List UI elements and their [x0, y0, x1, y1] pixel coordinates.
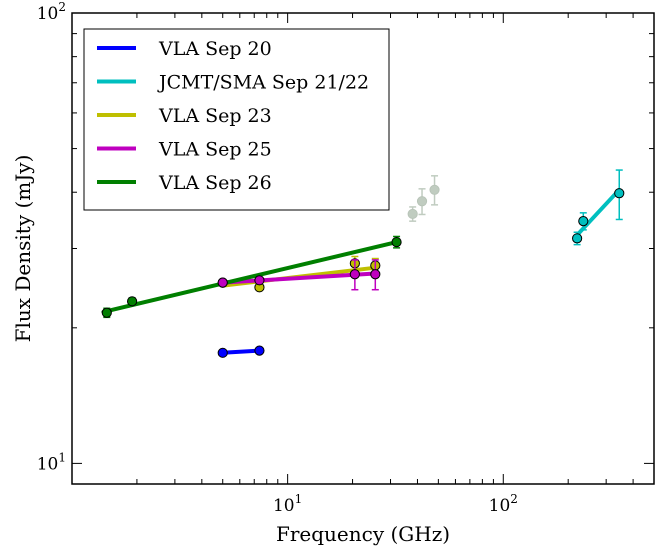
data-point [578, 216, 589, 227]
data-point [614, 188, 625, 199]
fit-lines [101, 187, 622, 355]
legend-label: VLA Sep 26 [158, 172, 272, 194]
data-point [254, 345, 265, 356]
legend-label: JCMT/SMA Sep 21/22 [157, 72, 369, 94]
faint-data-point [407, 208, 418, 220]
data-point [217, 347, 228, 358]
data-point [217, 277, 228, 288]
faint-data-point [416, 196, 428, 207]
fit-line [101, 240, 399, 314]
data-point [101, 307, 112, 318]
y-axis-label: Flux Density (mJy) [11, 155, 35, 343]
x-tick-label: 102 [489, 492, 518, 516]
legend-label: VLA Sep 25 [158, 139, 272, 161]
legend-label: VLA Sep 20 [158, 38, 272, 60]
data-point [127, 296, 138, 307]
data-point [391, 236, 402, 248]
axis-ticks: 101 102 101 102 [37, 0, 655, 516]
data-point [349, 269, 360, 280]
fit-line [220, 348, 262, 355]
y-tick-label: 101 [37, 450, 66, 474]
x-axis-label: Frequency (GHz) [276, 522, 450, 546]
data-point [572, 233, 583, 244]
data-point [254, 275, 265, 286]
data-points [101, 169, 625, 358]
data-point [370, 269, 381, 280]
x-tick-label: 101 [273, 492, 302, 516]
fit-line [577, 187, 622, 235]
legend-box [83, 28, 390, 211]
y-tick-label: 102 [37, 0, 66, 24]
legend-label: VLA Sep 23 [158, 105, 272, 127]
faint-data-point [429, 184, 440, 195]
legend: VLA Sep 20 JCMT/SMA Sep 21/22 VLA Sep 23 VL… [83, 28, 390, 211]
